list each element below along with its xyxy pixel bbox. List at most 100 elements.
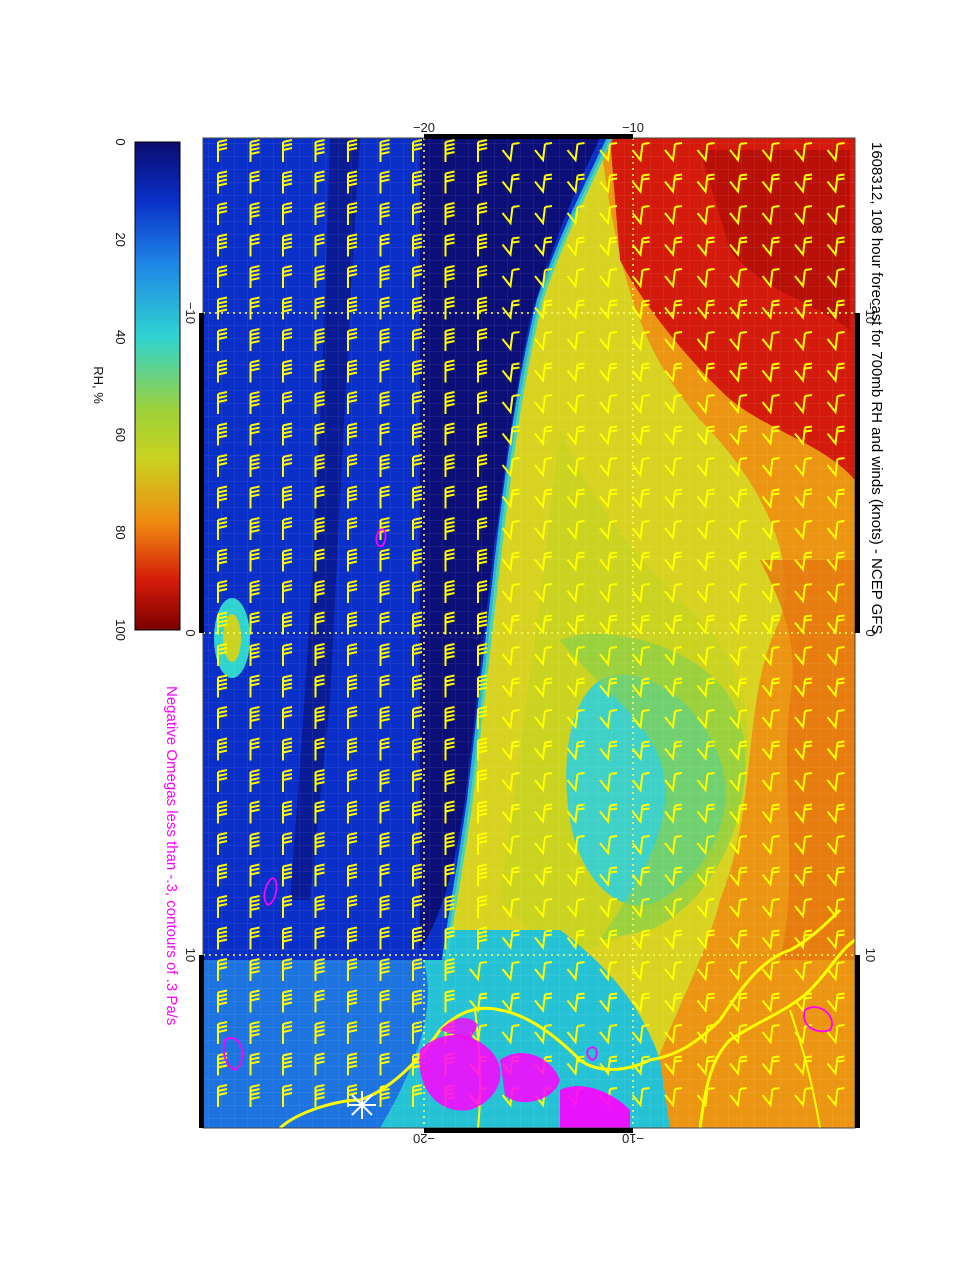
- wind-barb: [347, 391, 358, 414]
- wind-barb: [444, 233, 455, 257]
- wind-barb: [314, 863, 325, 887]
- wind-barb: [761, 866, 780, 887]
- wind-barb: [412, 1084, 423, 1107]
- wind-barb: [761, 551, 780, 572]
- wind-barb: [477, 737, 488, 761]
- wind-barb: [631, 362, 650, 383]
- wind-barb: [282, 265, 293, 288]
- wind-barb: [282, 328, 293, 351]
- colorbar-tick-label: 80: [113, 525, 128, 539]
- wind-barb: [729, 929, 748, 950]
- wind-barb: [729, 1055, 748, 1076]
- wind-barb: [826, 929, 845, 950]
- wind-barb: [501, 1024, 520, 1045]
- wind-barb: [282, 485, 293, 509]
- wind-barb: [761, 205, 780, 226]
- wind-barb: [696, 772, 715, 793]
- wind-barb: [534, 835, 553, 856]
- wind-barb: [501, 394, 520, 415]
- wind-barb: [631, 173, 650, 194]
- graticule: [203, 138, 855, 1128]
- wind-barb: [794, 394, 813, 415]
- wind-barb: [534, 709, 553, 730]
- wind-barb: [501, 457, 520, 478]
- wind-barb: [826, 709, 845, 730]
- wind-barb: [599, 1055, 618, 1076]
- wind-barb: [566, 646, 585, 667]
- wind-barb: [599, 457, 618, 478]
- wind-barb: [444, 328, 455, 351]
- wind-barb: [664, 205, 683, 226]
- wind-barb: [444, 548, 455, 572]
- wind-barb: [729, 551, 748, 572]
- wind-barb: [412, 1021, 423, 1044]
- wind-barb: [534, 551, 553, 572]
- wind-barb: [664, 583, 683, 604]
- wind-barb: [217, 643, 228, 666]
- wind-barb: [566, 866, 585, 887]
- wind-barb: [826, 173, 845, 194]
- wind-barb: [501, 614, 520, 635]
- wind-barb: [249, 139, 260, 162]
- wind-barb: [566, 961, 585, 982]
- wind-barb: [534, 142, 553, 163]
- wind-barb: [729, 173, 748, 194]
- wind-barb: [729, 835, 748, 856]
- wind-barb: [761, 772, 780, 793]
- wind-barb: [826, 551, 845, 572]
- wind-barb: [696, 992, 715, 1013]
- wind-barb: [444, 202, 455, 225]
- wind-barb: [631, 142, 650, 163]
- wind-barb: [217, 706, 228, 729]
- wind-barb: [217, 202, 228, 225]
- wind-barb: [664, 772, 683, 793]
- wind-barb: [826, 772, 845, 793]
- wind-barb: [534, 772, 553, 793]
- wind-barb: [761, 898, 780, 919]
- wind-barb: [599, 929, 618, 950]
- wind-barb: [599, 173, 618, 194]
- colorbar-bar: [134, 141, 181, 631]
- wind-barb: [826, 646, 845, 667]
- wind-barb: [631, 457, 650, 478]
- wind-barb: [534, 520, 553, 541]
- wind-barb: [249, 611, 260, 635]
- wind-barb: [631, 583, 650, 604]
- wind-barb: [249, 202, 260, 225]
- wind-barb: [282, 548, 293, 572]
- wind-barb: [444, 422, 455, 446]
- wind-barb: [314, 580, 325, 603]
- wind-barb: [534, 803, 553, 824]
- wind-barb: [729, 898, 748, 919]
- wind-barb: [534, 992, 553, 1013]
- wind-barb: [347, 202, 358, 225]
- wind-barb: [566, 677, 585, 698]
- wind-barb: [599, 772, 618, 793]
- wind-barb: [501, 236, 520, 257]
- omega-cluster: [500, 1052, 560, 1103]
- wind-barb: [826, 299, 845, 320]
- wind-barb: [729, 961, 748, 982]
- wind-barb: [412, 643, 423, 666]
- wind-barb: [826, 236, 845, 257]
- wind-barb: [314, 170, 325, 194]
- wind-barb: [664, 803, 683, 824]
- wind-barb: [412, 548, 423, 572]
- wind-barb: [347, 611, 358, 635]
- wind-barb: [217, 926, 228, 950]
- lon-tick-label-left: 0: [183, 629, 198, 636]
- wind-barb: [217, 517, 228, 540]
- wind-barb: [314, 674, 325, 698]
- wind-barb: [631, 740, 650, 761]
- wind-barb: [314, 328, 325, 351]
- wind-barb: [826, 835, 845, 856]
- wind-barb: [282, 643, 293, 666]
- location-marker-icon: [348, 1091, 376, 1119]
- wind-barb: [826, 992, 845, 1013]
- wind-barb: [664, 866, 683, 887]
- lon-tick-label-right: 10: [863, 948, 878, 962]
- wind-barb: [729, 646, 748, 667]
- wind-barb: [282, 517, 293, 540]
- wind-barb: [477, 674, 488, 698]
- wind-barb: [794, 173, 813, 194]
